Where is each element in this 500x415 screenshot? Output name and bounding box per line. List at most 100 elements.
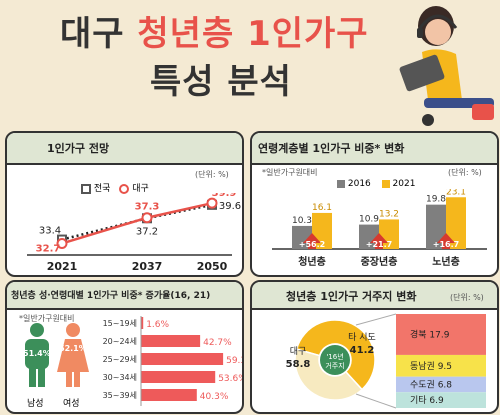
title-word-daegu: 대구: [60, 14, 125, 54]
series-line-national: [61, 203, 213, 241]
data-point-daegu: [206, 197, 218, 209]
row-label: 30~34세: [103, 373, 137, 382]
data-label-2016: 10.3: [292, 216, 312, 226]
panel-age-group-share: 연령계층별 1인가구 비중* 변화 *일반가구원대비 (단위: %) 2016 …: [250, 131, 499, 277]
row-label: 20~24세: [103, 337, 137, 346]
stack-segment: [396, 314, 486, 355]
unit-label: (단위: %): [448, 168, 482, 177]
female-figure-icon: [57, 323, 89, 387]
data-label-2021: 16.1: [312, 203, 332, 213]
bar: [141, 353, 224, 365]
bar: [141, 317, 144, 329]
male-label: 남성: [27, 399, 44, 409]
panel-header: [252, 282, 497, 310]
footnote: *일반가구원대비: [262, 168, 318, 177]
panel-title: 청년층 1인가구 거주지 변화: [286, 290, 417, 303]
bar: [141, 389, 197, 401]
connector-line: [355, 313, 397, 326]
page-subtitle: 특성 분석: [150, 62, 292, 102]
slice-name-other: 타 시도: [348, 332, 376, 343]
x-tick-label: 2050: [197, 260, 228, 273]
bar-2016: [426, 204, 446, 249]
legend: 2016 2021: [337, 179, 415, 189]
unit-label: (단위: %): [195, 170, 229, 179]
data-label: 40.3%: [200, 392, 229, 402]
data-point-daegu: [56, 237, 68, 249]
gender-icons: [25, 323, 89, 387]
pie-slice: [294, 348, 364, 401]
bar: [141, 335, 201, 347]
segment-label: 수도권 6.8: [410, 378, 452, 390]
panel-header: [252, 133, 497, 165]
female-value: 62.1%: [59, 344, 87, 353]
male-figure-icon: [25, 323, 49, 387]
data-label-daegu: 32.7: [36, 243, 61, 254]
panel-youth-growth: 청년층 성·연령대별 1인가구 비중* 증가율(16, 21) *일반가구원대비…: [5, 280, 244, 414]
category-label: 중장년층: [361, 255, 398, 268]
panel-header: [7, 282, 242, 310]
legend-swatch-2016: [337, 179, 345, 188]
legend-swatch-2021: [381, 179, 390, 188]
category-label: 노년층: [432, 255, 460, 268]
female-label: 여성: [63, 399, 80, 409]
slice-value-daegu: 58.8: [286, 359, 311, 370]
data-label-2016: 10.9: [359, 215, 379, 225]
footnote: *일반가구원대비: [19, 314, 75, 323]
panel-title: 연령계층별 1인가구 비중* 변화: [258, 142, 405, 155]
x-tick-label: 2021: [47, 260, 78, 273]
bar: [141, 371, 216, 383]
donut-hole: [320, 345, 350, 375]
x-tick-label: 2037: [132, 260, 163, 273]
increase-arrow-icon: [370, 233, 388, 243]
legend-national: 전국: [93, 184, 111, 194]
page-title: 대구 청년층 1인가구: [60, 14, 369, 54]
increase-arrow-icon: [303, 233, 321, 243]
segment-label: 동남권 9.5: [410, 360, 452, 372]
line-chart: 2021 2037 2050 33.4 37.2 39.6 32.7 37.3 39.9: [27, 193, 241, 273]
row-label: 15~19세: [103, 319, 137, 328]
data-label-daegu: 37.3: [135, 202, 160, 213]
slice-value-other: 41.2: [350, 345, 375, 356]
increase-arrow-icon: [437, 233, 455, 243]
legend-2016: 2016: [347, 179, 371, 189]
growth-annotation: +56.2: [299, 240, 325, 249]
panel-header: [7, 133, 242, 165]
segment-label: 경북 17.9: [410, 328, 450, 340]
increase-arrow-stem: [308, 242, 316, 249]
data-label-national: 33.4: [39, 226, 61, 237]
donut-center-label: 거주지: [325, 361, 344, 370]
data-label: 59.3%: [226, 356, 242, 366]
data-label: 42.7%: [203, 338, 232, 348]
increase-arrow-stem: [375, 242, 383, 249]
bar-2016: [292, 225, 312, 249]
data-label: 53.6%: [218, 374, 242, 384]
increase-arrow-stem: [442, 242, 450, 249]
data-label-2021: 23.1: [446, 189, 466, 197]
panel-title: 청년층 성·연령대별 1인가구 비중* 증가율(16, 21): [11, 291, 211, 301]
legend-2021: 2021: [392, 179, 416, 189]
unit-label: (단위: %): [450, 293, 484, 302]
data-label-2021: 13.2: [379, 209, 399, 219]
person-laptop-illustration: [399, 6, 494, 126]
connector-line: [355, 393, 397, 409]
category-label: 청년층: [298, 255, 326, 268]
growth-annotation: +16.7: [433, 240, 459, 249]
data-label-national: 37.2: [136, 226, 158, 237]
legend: 전국 대구: [81, 181, 149, 194]
data-label-daegu: 39.9: [212, 193, 237, 199]
legend-square-icon: [81, 183, 91, 194]
growth-annotation: +21.7: [366, 240, 392, 249]
title-word-youth: 청년층 1인가구: [137, 14, 369, 54]
stack-segment: [396, 376, 486, 393]
panel-title: 1인가구 전망: [47, 142, 110, 155]
stack-segment: [396, 354, 486, 377]
legend-daegu: 대구: [132, 184, 149, 194]
pie-slice: [295, 319, 376, 391]
panel-single-household-outlook: 1인가구 전망 (단위: %) 전국 대구 2021 2037 2050 33.4 37…: [5, 131, 244, 277]
row-label: 35~39세: [103, 391, 137, 400]
data-label-national: 39.6: [219, 201, 241, 212]
donut-center-label: '16년: [326, 352, 343, 361]
data-label: 1.6%: [146, 320, 169, 330]
grouped-bar-chart: 10.316.1 +56.2 청년층 10.913.2 +21.7 중장년층 19.823.…: [272, 189, 487, 268]
